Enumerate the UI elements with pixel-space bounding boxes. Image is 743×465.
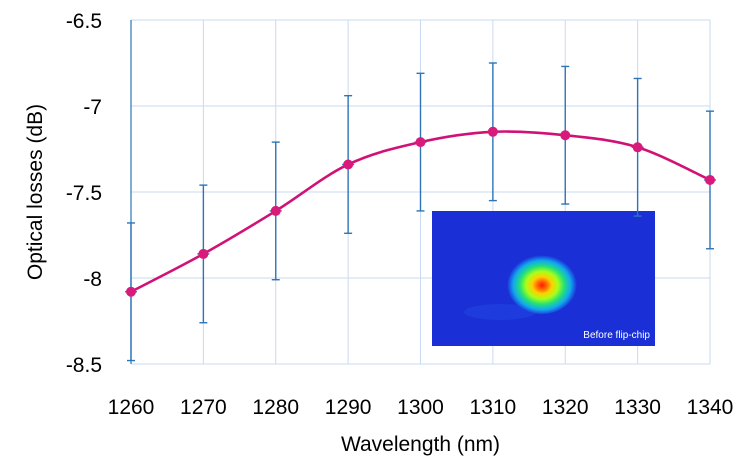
inset-caption: Before flip-chip	[583, 330, 650, 341]
tick-labels: 1260 1270 1280 1290 1300 1310 1320 1330 1340 -6.5…	[66, 10, 734, 419]
x-tick-label: 1320	[542, 396, 589, 419]
mode-spot	[507, 254, 577, 314]
x-tick-label: 1270	[180, 396, 227, 419]
x-tick-label: 1300	[397, 396, 444, 419]
data-point	[632, 142, 643, 153]
y-tick-label: -7	[83, 96, 102, 119]
x-tick-label: 1260	[108, 396, 155, 419]
data-point	[560, 130, 571, 141]
data-point	[126, 286, 136, 297]
mode-profile-inset: Before flip-chip	[432, 211, 655, 346]
x-tick-label: 1310	[470, 396, 517, 419]
x-tick-label: 1290	[325, 396, 372, 419]
y-tick-label: -8	[83, 268, 102, 291]
data-point	[415, 137, 426, 148]
data-point	[270, 205, 281, 216]
y-tick-label: -8.5	[66, 354, 102, 377]
x-axis-title: Wavelength (nm)	[341, 433, 500, 456]
inset-glow	[464, 304, 536, 320]
data-point	[343, 159, 354, 170]
data-point	[198, 248, 209, 259]
y-tick-label: -7.5	[66, 182, 102, 205]
x-tick-label: 1340	[687, 396, 734, 419]
y-axis-title: Optical losses (dB)	[24, 104, 47, 280]
x-tick-label: 1330	[614, 396, 661, 419]
data-point	[487, 126, 498, 137]
axis-titles: Wavelength (nm) Optical losses (dB)	[24, 104, 500, 456]
y-tick-label: -6.5	[66, 10, 102, 33]
x-tick-label: 1280	[252, 396, 299, 419]
series-layer	[126, 126, 715, 297]
data-point	[705, 174, 715, 185]
